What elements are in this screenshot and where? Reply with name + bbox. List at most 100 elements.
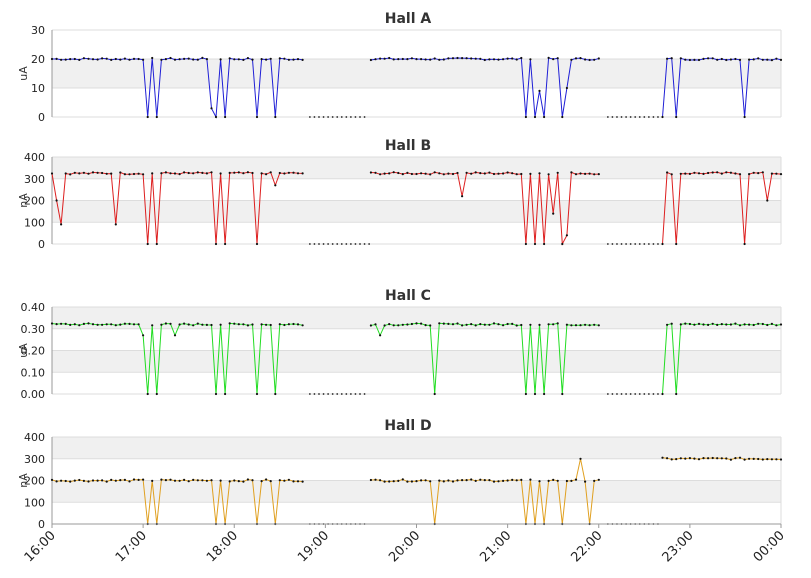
data-point bbox=[666, 457, 669, 460]
x-tick-label: 22:00 bbox=[568, 528, 605, 565]
data-point bbox=[64, 58, 67, 61]
data-point bbox=[101, 171, 104, 175]
data-point bbox=[520, 56, 523, 60]
data-point bbox=[547, 173, 550, 176]
data-point bbox=[488, 479, 491, 482]
gap-point bbox=[363, 116, 366, 118]
gap-point bbox=[318, 243, 320, 245]
data-point bbox=[392, 480, 395, 483]
data-point bbox=[55, 199, 58, 202]
data-point bbox=[151, 56, 154, 60]
gap-point bbox=[349, 243, 352, 245]
data-point bbox=[151, 324, 154, 327]
data-point bbox=[246, 324, 249, 327]
gap-point bbox=[359, 243, 361, 245]
band bbox=[52, 502, 781, 524]
gap-point bbox=[331, 243, 334, 245]
data-point bbox=[693, 171, 696, 174]
data-point bbox=[666, 323, 669, 326]
data-point bbox=[552, 478, 555, 481]
data-point bbox=[406, 171, 409, 174]
data-point bbox=[110, 323, 113, 326]
data-point bbox=[292, 58, 295, 61]
data-point bbox=[570, 479, 573, 482]
data-point bbox=[442, 322, 445, 325]
data-point bbox=[752, 457, 755, 460]
data-point bbox=[369, 478, 372, 482]
data-point bbox=[164, 322, 167, 325]
data-point bbox=[137, 478, 140, 481]
data-point bbox=[697, 172, 701, 175]
data-point bbox=[424, 324, 427, 327]
data-point bbox=[233, 58, 236, 61]
data-point bbox=[693, 457, 696, 460]
data-point bbox=[752, 323, 755, 327]
data-point bbox=[114, 479, 117, 482]
data-point bbox=[588, 172, 591, 175]
gap-point bbox=[354, 243, 357, 245]
data-point bbox=[242, 58, 245, 62]
data-point bbox=[438, 58, 441, 61]
data-point bbox=[183, 322, 186, 325]
gap-point bbox=[308, 116, 311, 118]
data-point bbox=[420, 479, 423, 482]
data-point bbox=[55, 57, 58, 61]
data-point bbox=[743, 115, 746, 119]
data-point bbox=[524, 392, 528, 396]
data-point bbox=[374, 58, 377, 61]
gap-point bbox=[647, 393, 650, 395]
data-point bbox=[565, 234, 569, 237]
data-point bbox=[219, 58, 222, 61]
data-point bbox=[169, 322, 172, 325]
data-point bbox=[237, 58, 240, 61]
gap-point bbox=[634, 243, 637, 245]
gap-point bbox=[620, 393, 623, 395]
data-point bbox=[424, 58, 427, 61]
data-point bbox=[173, 479, 177, 482]
data-point bbox=[529, 58, 532, 61]
data-point bbox=[301, 324, 304, 327]
data-point bbox=[547, 479, 550, 482]
data-point bbox=[451, 172, 455, 176]
gap-point bbox=[336, 243, 339, 245]
data-point bbox=[137, 323, 140, 326]
data-point bbox=[770, 172, 774, 175]
data-point bbox=[78, 172, 81, 175]
data-point bbox=[688, 322, 692, 326]
data-point bbox=[60, 322, 63, 325]
data-point bbox=[720, 172, 723, 175]
data-point bbox=[73, 57, 76, 61]
data-point bbox=[169, 478, 172, 481]
panel-hall-d: 0 100 200 300 400 Hall D nA bbox=[17, 418, 783, 531]
data-point bbox=[661, 392, 664, 396]
data-point bbox=[461, 195, 464, 198]
gap-point bbox=[620, 116, 623, 118]
data-point bbox=[406, 480, 409, 483]
data-point bbox=[242, 172, 245, 175]
data-point bbox=[265, 323, 268, 326]
data-point bbox=[479, 478, 482, 481]
data-point bbox=[187, 57, 190, 60]
data-point bbox=[160, 58, 163, 61]
data-point bbox=[192, 172, 195, 175]
gap-point bbox=[345, 116, 348, 118]
data-point bbox=[228, 57, 231, 60]
gap-point bbox=[611, 116, 614, 118]
data-point bbox=[50, 322, 54, 325]
data-point bbox=[474, 324, 477, 327]
data-point bbox=[511, 57, 514, 60]
data-point bbox=[205, 58, 208, 61]
data-point bbox=[410, 57, 413, 60]
data-point bbox=[456, 171, 459, 175]
data-point bbox=[716, 323, 719, 326]
data-point bbox=[470, 57, 473, 60]
data-point bbox=[251, 58, 254, 61]
data-point bbox=[757, 172, 760, 175]
data-point bbox=[201, 171, 204, 174]
data-point bbox=[479, 172, 482, 175]
data-point bbox=[64, 479, 67, 483]
data-point bbox=[151, 172, 154, 175]
gap-point bbox=[629, 116, 632, 118]
data-point bbox=[178, 173, 181, 176]
data-point bbox=[506, 171, 509, 174]
